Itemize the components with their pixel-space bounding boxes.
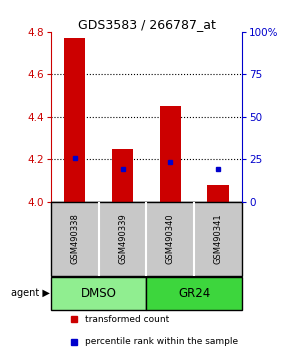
FancyBboxPatch shape [51, 202, 242, 276]
Bar [112, 149, 133, 202]
Text: GR24: GR24 [178, 287, 211, 300]
Text: GSM490341: GSM490341 [214, 213, 223, 264]
FancyBboxPatch shape [146, 277, 242, 310]
Text: GSM490339: GSM490339 [118, 213, 127, 264]
Text: transformed count: transformed count [85, 315, 169, 324]
Bar [207, 185, 229, 202]
Text: percentile rank within the sample: percentile rank within the sample [85, 337, 238, 346]
Text: GSM490340: GSM490340 [166, 213, 175, 264]
FancyBboxPatch shape [51, 277, 146, 310]
Text: agent ▶: agent ▶ [11, 289, 50, 298]
Text: GSM490338: GSM490338 [70, 213, 79, 264]
Title: GDS3583 / 266787_at: GDS3583 / 266787_at [77, 18, 215, 31]
Text: DMSO: DMSO [81, 287, 117, 300]
Bar [64, 38, 86, 202]
Bar [160, 106, 181, 202]
